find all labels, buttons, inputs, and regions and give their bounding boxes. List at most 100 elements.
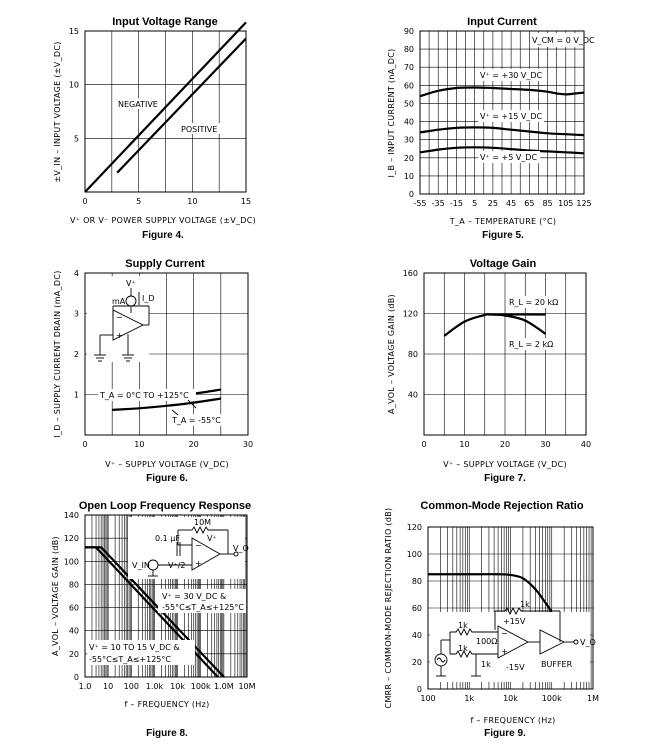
fig8-circuit-10m: 10M <box>194 518 211 527</box>
fig9-circuit-plus15: +15V <box>503 617 526 626</box>
fig5-figure-caption: Figure 5. <box>482 230 524 241</box>
svg-text:+: + <box>116 331 123 340</box>
fig4-figure-caption: Figure 4. <box>142 230 184 241</box>
fig5-y-axis-label: I_B – INPUT CURRENT (nA_DC) <box>387 48 396 177</box>
fig6-figure-caption: Figure 6. <box>146 473 188 484</box>
fig9-y-tick-label: 60 <box>412 604 422 613</box>
fig6-label-bg <box>170 414 236 426</box>
fig8-x-tick-label: 100 <box>124 682 139 691</box>
fig5-y-tick-label: 70 <box>404 63 414 72</box>
fig6-y-tick-label: 2 <box>74 350 79 359</box>
fig9-x-tick-label: 100 <box>420 694 435 703</box>
fig8-annotation-30v: V⁺ = 30 V_DC & <box>162 592 226 601</box>
fig5-x-tick-label: 5 <box>472 199 477 208</box>
fig5-chart: Input Current -55 -35 -15 5 25 45 65 85 105 125 0 1… <box>387 16 595 241</box>
fig5-label-bg <box>478 110 544 122</box>
fig8-annotation-30v-temp: -55°C≤T_A≤+125°C <box>162 603 244 612</box>
fig5-x-tick-label: 125 <box>576 199 591 208</box>
svg-text:−: − <box>116 313 123 322</box>
fig8-circuit-vplus: V⁺ <box>207 534 217 543</box>
fig8-y-axis-label: A_VOL – VOLTAGE GAIN (dB) <box>51 536 60 656</box>
fig5-y-tick-label: 60 <box>404 81 414 90</box>
fig7-y-tick-label: 40 <box>408 391 418 400</box>
fig5-x-tick-label: 25 <box>488 199 498 208</box>
fig6-plot-frame <box>84 272 249 436</box>
fig9-figure-caption: Figure 9. <box>484 728 526 739</box>
fig7-y-tick-label: 160 <box>403 269 418 278</box>
fig6-annotation-0-125: T_A = 0°C TO +125°C <box>99 391 189 400</box>
fig7-annotation-20k: R_L = 20 kΩ <box>509 298 558 307</box>
fig5-y-tick-label: 30 <box>404 136 414 145</box>
fig6-title: Supply Current <box>125 258 205 270</box>
svg-text:−: − <box>195 541 202 550</box>
fig8-circuit-cap: 0.1 μF <box>155 534 180 543</box>
fig7-x-tick-label: 10 <box>459 440 469 449</box>
fig4-annotation-negative: NEGATIVE <box>118 100 158 109</box>
fig7-title: Voltage Gain <box>470 258 537 270</box>
fig5-y-tick-label: 40 <box>404 118 414 127</box>
fig9-chart: Common-Mode Rejection Ratio 100 1k 10k 100k… <box>384 500 599 739</box>
fig6-x-tick-label: 30 <box>243 440 253 449</box>
fig9-circuit-feedback-1k: 1k <box>520 600 530 609</box>
fig8-circuit-vin: V_IN <box>132 561 150 570</box>
fig9-series-line <box>428 573 553 613</box>
fig9-x-axis-label: f – FREQUENCY (Hz) <box>470 716 555 725</box>
fig4-x-tick-label: 10 <box>187 197 197 206</box>
fig8-y-tick-label: 20 <box>69 650 79 659</box>
fig8-x-axis-label: f – FREQUENCY (Hz) <box>124 700 209 709</box>
fig8-y-tick-label: 40 <box>69 627 79 636</box>
fig5-x-tick-label: 65 <box>524 199 534 208</box>
fig7-x-tick-label: 30 <box>540 440 550 449</box>
fig4-label-bg <box>178 123 222 134</box>
fig9-circuit-100ohm: 100Ω <box>476 637 497 646</box>
fig9-tick-labels: 100 1k 10k 100k 1M 0 20 40 60 80 100 120 <box>407 523 599 703</box>
fig6-circuit-ma: mA <box>112 297 126 306</box>
fig6-y-axis-label: I_D – SUPPLY CURRENT DRAIN (mA_DC) <box>53 270 62 437</box>
fig9-x-tick-label: 100k <box>542 694 562 703</box>
fig5-annotation-30v: V⁺ = +30 V_DC <box>480 71 543 80</box>
fig9-x-tick-label: 10k <box>503 694 518 703</box>
fig4-series-line <box>116 37 247 174</box>
fig5-tick-labels: -55 -35 -15 5 25 45 65 85 105 125 0 10 20 30 40 50 60 70 8… <box>404 27 592 208</box>
fig4-chart: Input Voltage Range 0 5 10 15 5 10 15 NEGATIVE… <box>53 16 256 241</box>
fig8-x-tick-label: 10k <box>170 682 185 691</box>
fig4-annotation-positive: POSITIVE <box>181 125 217 134</box>
fig6-circuit-vplus: V⁺ <box>126 279 136 288</box>
svg-text:+: + <box>195 559 202 568</box>
fig8-annotation-10-15v-temp: -55°C≤T_A≤+125°C <box>89 655 171 664</box>
fig5-y-tick-label: 80 <box>404 45 414 54</box>
fig4-title: Input Voltage Range <box>112 16 218 28</box>
fig8-x-tick-label: 1.0k <box>146 682 164 691</box>
fig8-y-tick-label: 100 <box>64 557 79 566</box>
fig4-y-tick-label: 5 <box>74 134 79 143</box>
fig5-label-bg <box>478 151 540 163</box>
fig5-x-tick-label: -35 <box>432 199 445 208</box>
fig6-x-tick-label: 10 <box>134 440 144 449</box>
fig5-y-tick-label: 90 <box>404 27 414 36</box>
fig6-chart: Supply Current 0 10 20 30 1 2 3 4 V⁺ mA I_D − + <box>53 258 253 484</box>
fig5-y-tick-label: 10 <box>404 172 414 181</box>
fig7-y-tick-label: 80 <box>408 350 418 359</box>
fig5-x-tick-label: -15 <box>450 199 463 208</box>
fig9-title: Common-Mode Rejection Ratio <box>420 500 583 512</box>
fig9-y-tick-label: 100 <box>407 550 422 559</box>
fig6-x-tick-label: 0 <box>82 440 87 449</box>
fig8-x-tick-label: 10 <box>103 682 113 691</box>
fig5-x-tick-label: -55 <box>413 199 426 208</box>
fig4-x-axis-label: V⁺ OR V⁻ POWER SUPPLY VOLTAGE (±V_DC) <box>70 216 256 225</box>
fig5-series <box>419 86 585 155</box>
fig4-y-axis-label: ±V_IN – INPUT VOLTAGE (±V_DC) <box>53 41 62 182</box>
fig5-annotation-vcm: V_CM = 0 V_DC <box>532 36 595 45</box>
fig6-label-bg <box>98 389 196 401</box>
fig4-tick-labels: 0 5 10 15 5 10 15 <box>69 27 251 206</box>
fig8-annotation-10-15v: V⁺ = 10 TO 15 V_DC & <box>89 643 180 652</box>
fig9-y-axis-label: CMRR – COMMON-MODE REJECTION RATIO (dB) <box>384 508 393 709</box>
fig7-x-tick-label: 20 <box>500 440 510 449</box>
svg-text:+: + <box>501 647 508 656</box>
fig6-circuit-id: I_D <box>142 294 155 303</box>
fig9-circuit-ground-1k: 1k <box>481 660 491 669</box>
fig5-y-tick-label: 0 <box>409 190 414 199</box>
fig6-test-circuit: V⁺ mA I_D − + <box>87 276 155 362</box>
fig8-y-tick-label: 120 <box>64 534 79 543</box>
